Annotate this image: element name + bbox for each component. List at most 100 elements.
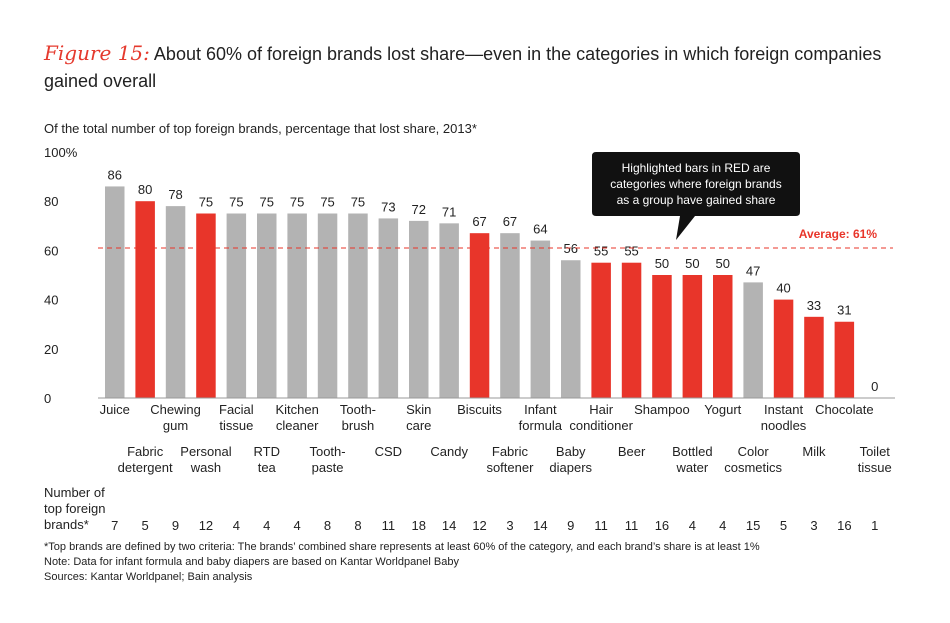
bar [287,213,307,398]
bar-value-label: 75 [320,195,334,210]
category-label: Instant [764,402,803,417]
callout-text: Highlighted bars in RED are [622,161,771,175]
average-label: Average: 61% [799,227,878,241]
bar [135,201,155,398]
brand-count: 4 [294,518,301,533]
bar-value-label: 33 [807,298,821,313]
y-tick-label: 20 [44,342,58,357]
footnote-note: Note: Data for infant formula and baby d… [44,556,459,568]
bar-value-label: 72 [412,202,426,217]
bar [561,260,581,398]
category-label: Baby [556,444,586,459]
bar-value-label: 64 [533,222,547,237]
y-tick-label: 40 [44,293,58,308]
bar-value-label: 67 [503,214,517,229]
bar [257,213,277,398]
chart-title: Figure 15: About 60% of foreign brands l… [44,40,924,95]
brand-count: 12 [472,518,486,533]
category-label: detergent [118,460,173,475]
bar [409,220,429,398]
bar-value-label: 31 [837,303,851,318]
footnote-sources: Sources: Kantar Worldpanel; Bain analysi… [44,571,253,583]
category-label: noodles [761,418,807,433]
bar-value-label: 75 [199,195,213,210]
y-tick-label: 0 [44,391,51,406]
bar-value-label: 50 [685,256,699,271]
brand-count: 14 [533,518,547,533]
brand-count: 1 [871,518,878,533]
brand-count: 14 [442,518,456,533]
y-tick-label: 100% [44,145,78,160]
category-label: Biscuits [457,402,502,417]
bar-value-label: 86 [108,167,122,182]
y-tick-label: 60 [44,243,58,258]
callout-box [592,152,800,240]
bar-value-label: 75 [351,195,365,210]
category-label: Shampoo [634,402,690,417]
bar [317,213,338,398]
y-tick-label: 80 [44,194,58,209]
bar-value-label: 50 [655,256,669,271]
title-text: About 60% of foreign brands lost share—e… [44,44,882,91]
bar-value-label: 67 [472,214,486,229]
bar-value-label: 71 [442,204,456,219]
brand-count: 15 [746,518,760,533]
bar-value-label: 75 [260,195,274,210]
bar-value-label: 75 [229,195,243,210]
bar [713,275,733,398]
bar [105,186,125,398]
brand-count: 8 [324,518,331,533]
bar [804,316,824,398]
brand-count: 9 [172,518,179,533]
category-label: Kitchen [275,402,318,417]
category-label: Tooth- [309,444,345,459]
brand-count-label: Number of [44,485,105,500]
bar-value-label: 47 [746,263,760,278]
category-label: paste [312,460,344,475]
bar-value-label: 73 [381,199,395,214]
brand-count: 8 [354,518,361,533]
bar [621,262,642,398]
category-label: cosmetics [724,460,782,475]
bar [834,321,855,398]
category-label: Juice [100,402,130,417]
brand-count: 4 [263,518,270,533]
bar [196,213,216,398]
footnote-definition: *Top brands are defined by two criteria:… [44,541,760,553]
category-label: formula [519,418,563,433]
bar [469,233,490,398]
brand-count: 4 [689,518,696,533]
callout-text: categories where foreign brands [610,177,781,191]
category-label: brush [342,418,375,433]
brand-count: 11 [594,518,608,533]
brand-count: 4 [719,518,726,533]
category-label: Toilet [860,444,891,459]
category-label: RTD [254,444,280,459]
category-label: Tooth- [340,402,376,417]
figure-label: Figure 15: [44,41,150,65]
category-label: softener [486,460,534,475]
bar [348,213,368,398]
category-label: Facial [219,402,254,417]
brand-count: 7 [111,518,118,533]
brand-count: 9 [567,518,574,533]
bar [226,213,247,398]
bar [591,262,611,398]
category-label: Bottled [672,444,712,459]
category-label: diapers [549,460,592,475]
category-label: Chewing [150,402,201,417]
brand-count: 3 [506,518,513,533]
category-label: Chocolate [815,402,874,417]
category-label: cleaner [276,418,319,433]
bar-value-label: 75 [290,195,304,210]
callout-text: as a group have gained share [617,193,776,207]
bar-value-label: 40 [776,281,790,296]
brand-count: 4 [233,518,240,533]
category-label: wash [190,460,221,475]
bar [743,282,763,398]
category-label: Milk [802,444,826,459]
brand-count: 16 [837,518,851,533]
bar-value-label: 55 [624,244,638,259]
bar-value-label: 55 [594,244,608,259]
bar [165,206,186,398]
